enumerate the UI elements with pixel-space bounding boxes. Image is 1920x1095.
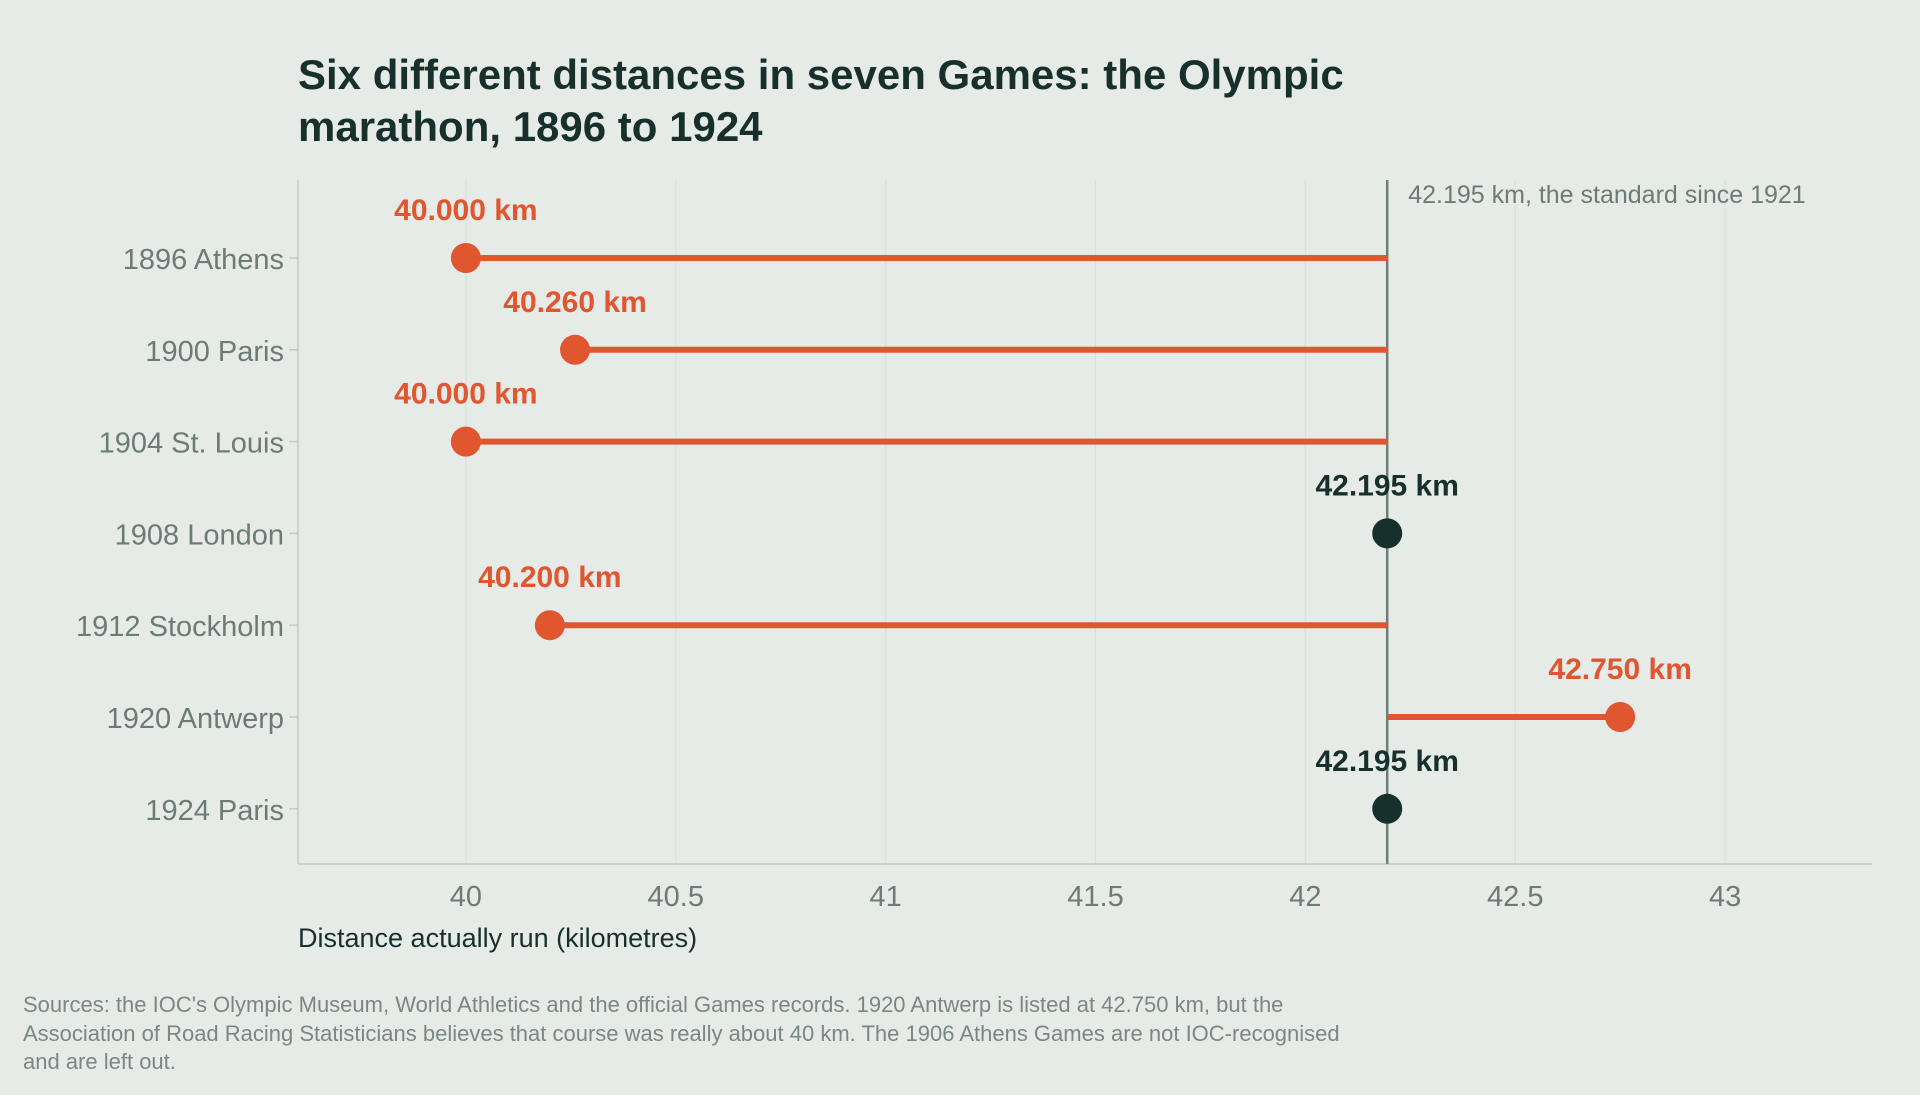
- x-tick-label: 42.5: [1487, 881, 1543, 913]
- y-tick-label: 1912 Stockholm: [76, 611, 284, 643]
- data-point: [1372, 518, 1403, 549]
- data-rows: 40.000 km 40.260 km 40.000 km 42.195 km 40.2…: [394, 194, 1692, 824]
- data-point: [534, 610, 565, 641]
- footnote-line-3: and are left out.: [23, 1049, 176, 1074]
- chart-title-line-2: marathon, 1896 to 1924: [298, 103, 763, 150]
- y-tick-label: 1908 London: [115, 519, 284, 551]
- y-tick-label: 1896 Athens: [123, 244, 284, 276]
- data-label: 42.750 km: [1548, 653, 1691, 686]
- x-tick-label: 41.5: [1067, 881, 1123, 913]
- y-tick-label: 1920 Antwerp: [107, 703, 284, 735]
- data-point: [1372, 793, 1403, 824]
- x-axis-label: Distance actually run (kilometres): [298, 923, 697, 953]
- reference-line-group: 42.195 km, the standard since 1921: [1385, 180, 1806, 864]
- footnote-line-2: Association of Road Racing Statisticians…: [23, 1021, 1340, 1046]
- data-label: 40.200 km: [478, 561, 621, 594]
- grid-lines: [465, 180, 1726, 864]
- y-tick-label: 1904 St. Louis: [99, 428, 284, 460]
- x-tick-label: 42: [1289, 881, 1321, 913]
- data-label: 40.260 km: [503, 286, 646, 319]
- axes: 40 40.5 41 41.5 42 42.5 43 1896 Athens 1900 Pari…: [76, 180, 1872, 913]
- x-tick-label: 40.5: [648, 881, 704, 913]
- data-point: [1605, 702, 1636, 732]
- data-label: 42.195 km: [1315, 745, 1458, 778]
- x-tick-label: 41: [869, 881, 901, 913]
- y-tick-label: 1924 Paris: [145, 795, 284, 827]
- data-point: [450, 426, 481, 457]
- data-label: 40.000 km: [394, 194, 537, 227]
- footnote-line-1: Sources: the IOC's Olympic Museum, World…: [23, 992, 1283, 1017]
- reference-line-label: 42.195 km, the standard since 1921: [1408, 181, 1806, 209]
- x-tick-label: 43: [1709, 881, 1741, 913]
- chart-title-line-1: Six different distances in seven Games: …: [298, 51, 1344, 98]
- x-tick-label: 40: [450, 881, 482, 913]
- data-point: [450, 243, 481, 273]
- data-point: [560, 334, 591, 365]
- data-label: 42.195 km: [1315, 469, 1458, 502]
- data-label: 40.000 km: [394, 378, 537, 411]
- y-tick-label: 1900 Paris: [145, 336, 284, 368]
